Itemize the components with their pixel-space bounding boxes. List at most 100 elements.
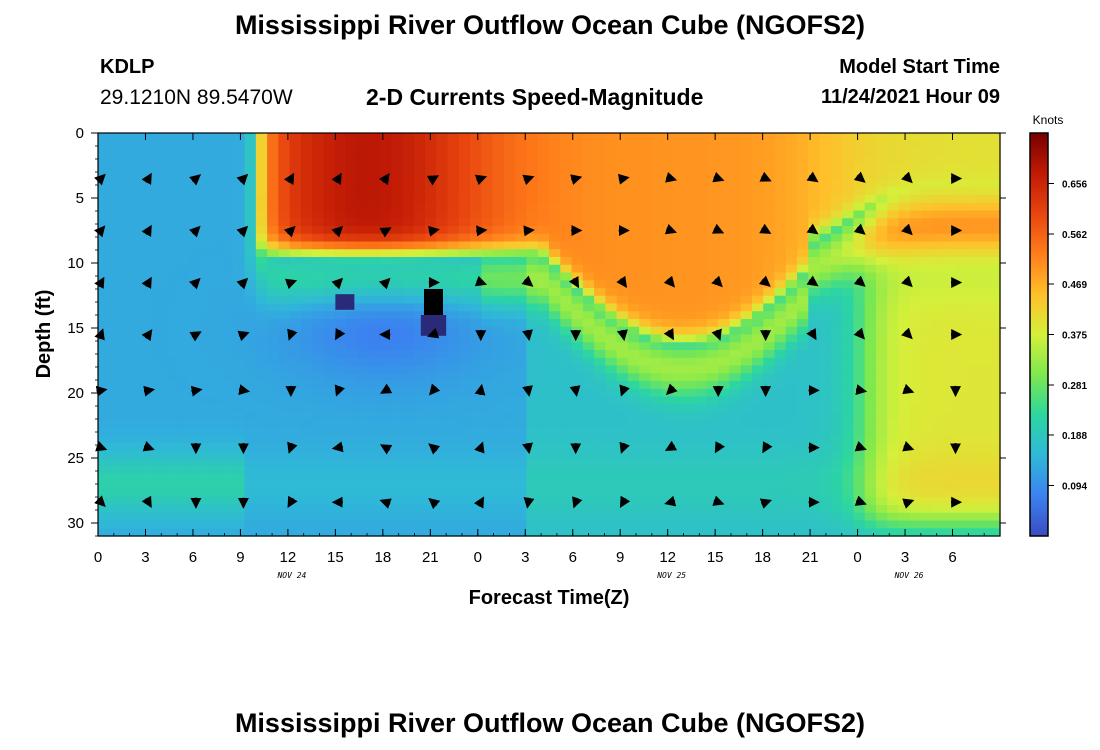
heatmap-cell bbox=[751, 474, 764, 483]
heatmap-cell bbox=[751, 264, 764, 274]
heatmap-cell bbox=[267, 512, 280, 522]
heatmap-cell bbox=[887, 164, 900, 173]
heatmap-cell bbox=[391, 450, 404, 460]
heatmap-cell bbox=[537, 489, 550, 498]
heatmap-cell bbox=[323, 326, 336, 336]
heatmap-cell bbox=[932, 303, 945, 312]
heatmap-cell bbox=[346, 474, 358, 483]
heatmap-cell bbox=[560, 396, 573, 405]
heatmap-cell bbox=[267, 427, 280, 436]
heatmap-cell bbox=[627, 443, 640, 452]
heatmap-cell bbox=[639, 288, 652, 297]
heatmap-cell bbox=[853, 520, 866, 529]
heatmap-cell bbox=[379, 140, 392, 150]
heatmap-cell bbox=[943, 466, 956, 475]
heatmap-cell bbox=[131, 528, 144, 537]
heatmap-cell bbox=[424, 396, 437, 405]
heatmap-cell bbox=[312, 226, 325, 235]
heatmap-cell bbox=[842, 257, 855, 266]
heatmap-cell bbox=[458, 210, 471, 219]
heatmap-cell bbox=[774, 520, 787, 529]
heatmap-cell bbox=[470, 133, 482, 142]
heatmap-cell bbox=[300, 512, 313, 522]
heatmap-cell bbox=[571, 218, 584, 227]
heatmap-cell bbox=[120, 179, 133, 188]
heatmap-cell bbox=[774, 202, 787, 212]
heatmap-cell bbox=[515, 357, 528, 367]
heatmap-cell bbox=[605, 164, 618, 173]
heatmap-cell bbox=[988, 520, 1001, 529]
heatmap-cell bbox=[695, 497, 708, 506]
heatmap-cell bbox=[188, 218, 201, 227]
heatmap-cell bbox=[706, 179, 719, 188]
heatmap-cell bbox=[199, 404, 212, 413]
heatmap-cell bbox=[312, 218, 325, 227]
heatmap-cell bbox=[549, 404, 561, 413]
heatmap-cell bbox=[98, 303, 110, 312]
heatmap-cell bbox=[120, 365, 133, 374]
heatmap-cell bbox=[797, 218, 809, 227]
heatmap-cell bbox=[312, 466, 325, 475]
heatmap-cell bbox=[695, 171, 708, 181]
heatmap-cell bbox=[515, 156, 528, 165]
heatmap-cell bbox=[898, 156, 911, 165]
heatmap-cell bbox=[120, 373, 133, 382]
heatmap-cell bbox=[706, 412, 719, 421]
current-arrow bbox=[476, 225, 488, 237]
heatmap-cell bbox=[594, 264, 606, 274]
heatmap-cell bbox=[650, 164, 663, 173]
heatmap-cell bbox=[267, 481, 280, 491]
heatmap-cell bbox=[199, 388, 212, 398]
heatmap-anomaly-cell bbox=[335, 294, 355, 310]
heatmap-cell bbox=[966, 419, 979, 429]
heatmap-cell bbox=[718, 272, 731, 281]
heatmap-cell bbox=[695, 288, 708, 297]
heatmap-cell bbox=[492, 520, 505, 529]
heatmap-cell bbox=[199, 365, 212, 374]
heatmap-cell bbox=[898, 264, 911, 274]
heatmap-cell bbox=[673, 342, 685, 351]
heatmap-cell bbox=[594, 148, 606, 157]
heatmap-cell bbox=[143, 342, 155, 351]
heatmap-cell bbox=[594, 319, 606, 328]
heatmap-cell bbox=[966, 334, 979, 343]
heatmap-cell bbox=[729, 419, 742, 429]
heatmap-cell bbox=[785, 179, 798, 188]
heatmap-cell bbox=[582, 350, 595, 359]
heatmap-cell bbox=[346, 404, 358, 413]
heatmap-cell bbox=[549, 466, 561, 475]
heatmap-cell bbox=[909, 396, 922, 405]
heatmap-cell bbox=[616, 373, 629, 382]
heatmap-cell bbox=[210, 497, 223, 506]
heatmap-cell bbox=[718, 357, 731, 367]
heatmap-cell bbox=[346, 412, 358, 421]
heatmap-cell bbox=[143, 466, 155, 475]
heatmap-cell bbox=[143, 381, 155, 390]
heatmap-cell bbox=[909, 334, 922, 343]
heatmap-cell bbox=[785, 520, 798, 529]
heatmap-cell bbox=[594, 303, 606, 312]
heatmap-cell bbox=[594, 164, 606, 173]
heatmap-cell bbox=[898, 412, 911, 421]
heatmap-cell bbox=[785, 133, 798, 142]
heatmap-cell bbox=[650, 497, 663, 506]
heatmap-cell bbox=[244, 311, 257, 320]
heatmap-cell bbox=[210, 450, 223, 460]
heatmap-cell bbox=[109, 140, 122, 150]
heatmap-cell bbox=[616, 257, 629, 266]
heatmap-cell bbox=[921, 288, 933, 297]
heatmap-cell bbox=[255, 210, 268, 219]
heatmap-cell bbox=[684, 450, 697, 460]
heatmap-cell bbox=[312, 202, 325, 212]
heatmap-cell bbox=[830, 218, 843, 227]
heatmap-cell bbox=[255, 435, 268, 444]
heatmap-cell bbox=[718, 133, 731, 142]
heatmap-cell bbox=[346, 179, 358, 188]
current-arrow bbox=[378, 172, 390, 186]
heatmap-cell bbox=[109, 218, 122, 227]
heatmap-cell bbox=[413, 450, 426, 460]
heatmap-cell bbox=[481, 458, 494, 467]
heatmap-cell bbox=[492, 342, 505, 351]
heatmap-cell bbox=[391, 233, 404, 243]
heatmap-cell bbox=[977, 435, 990, 444]
